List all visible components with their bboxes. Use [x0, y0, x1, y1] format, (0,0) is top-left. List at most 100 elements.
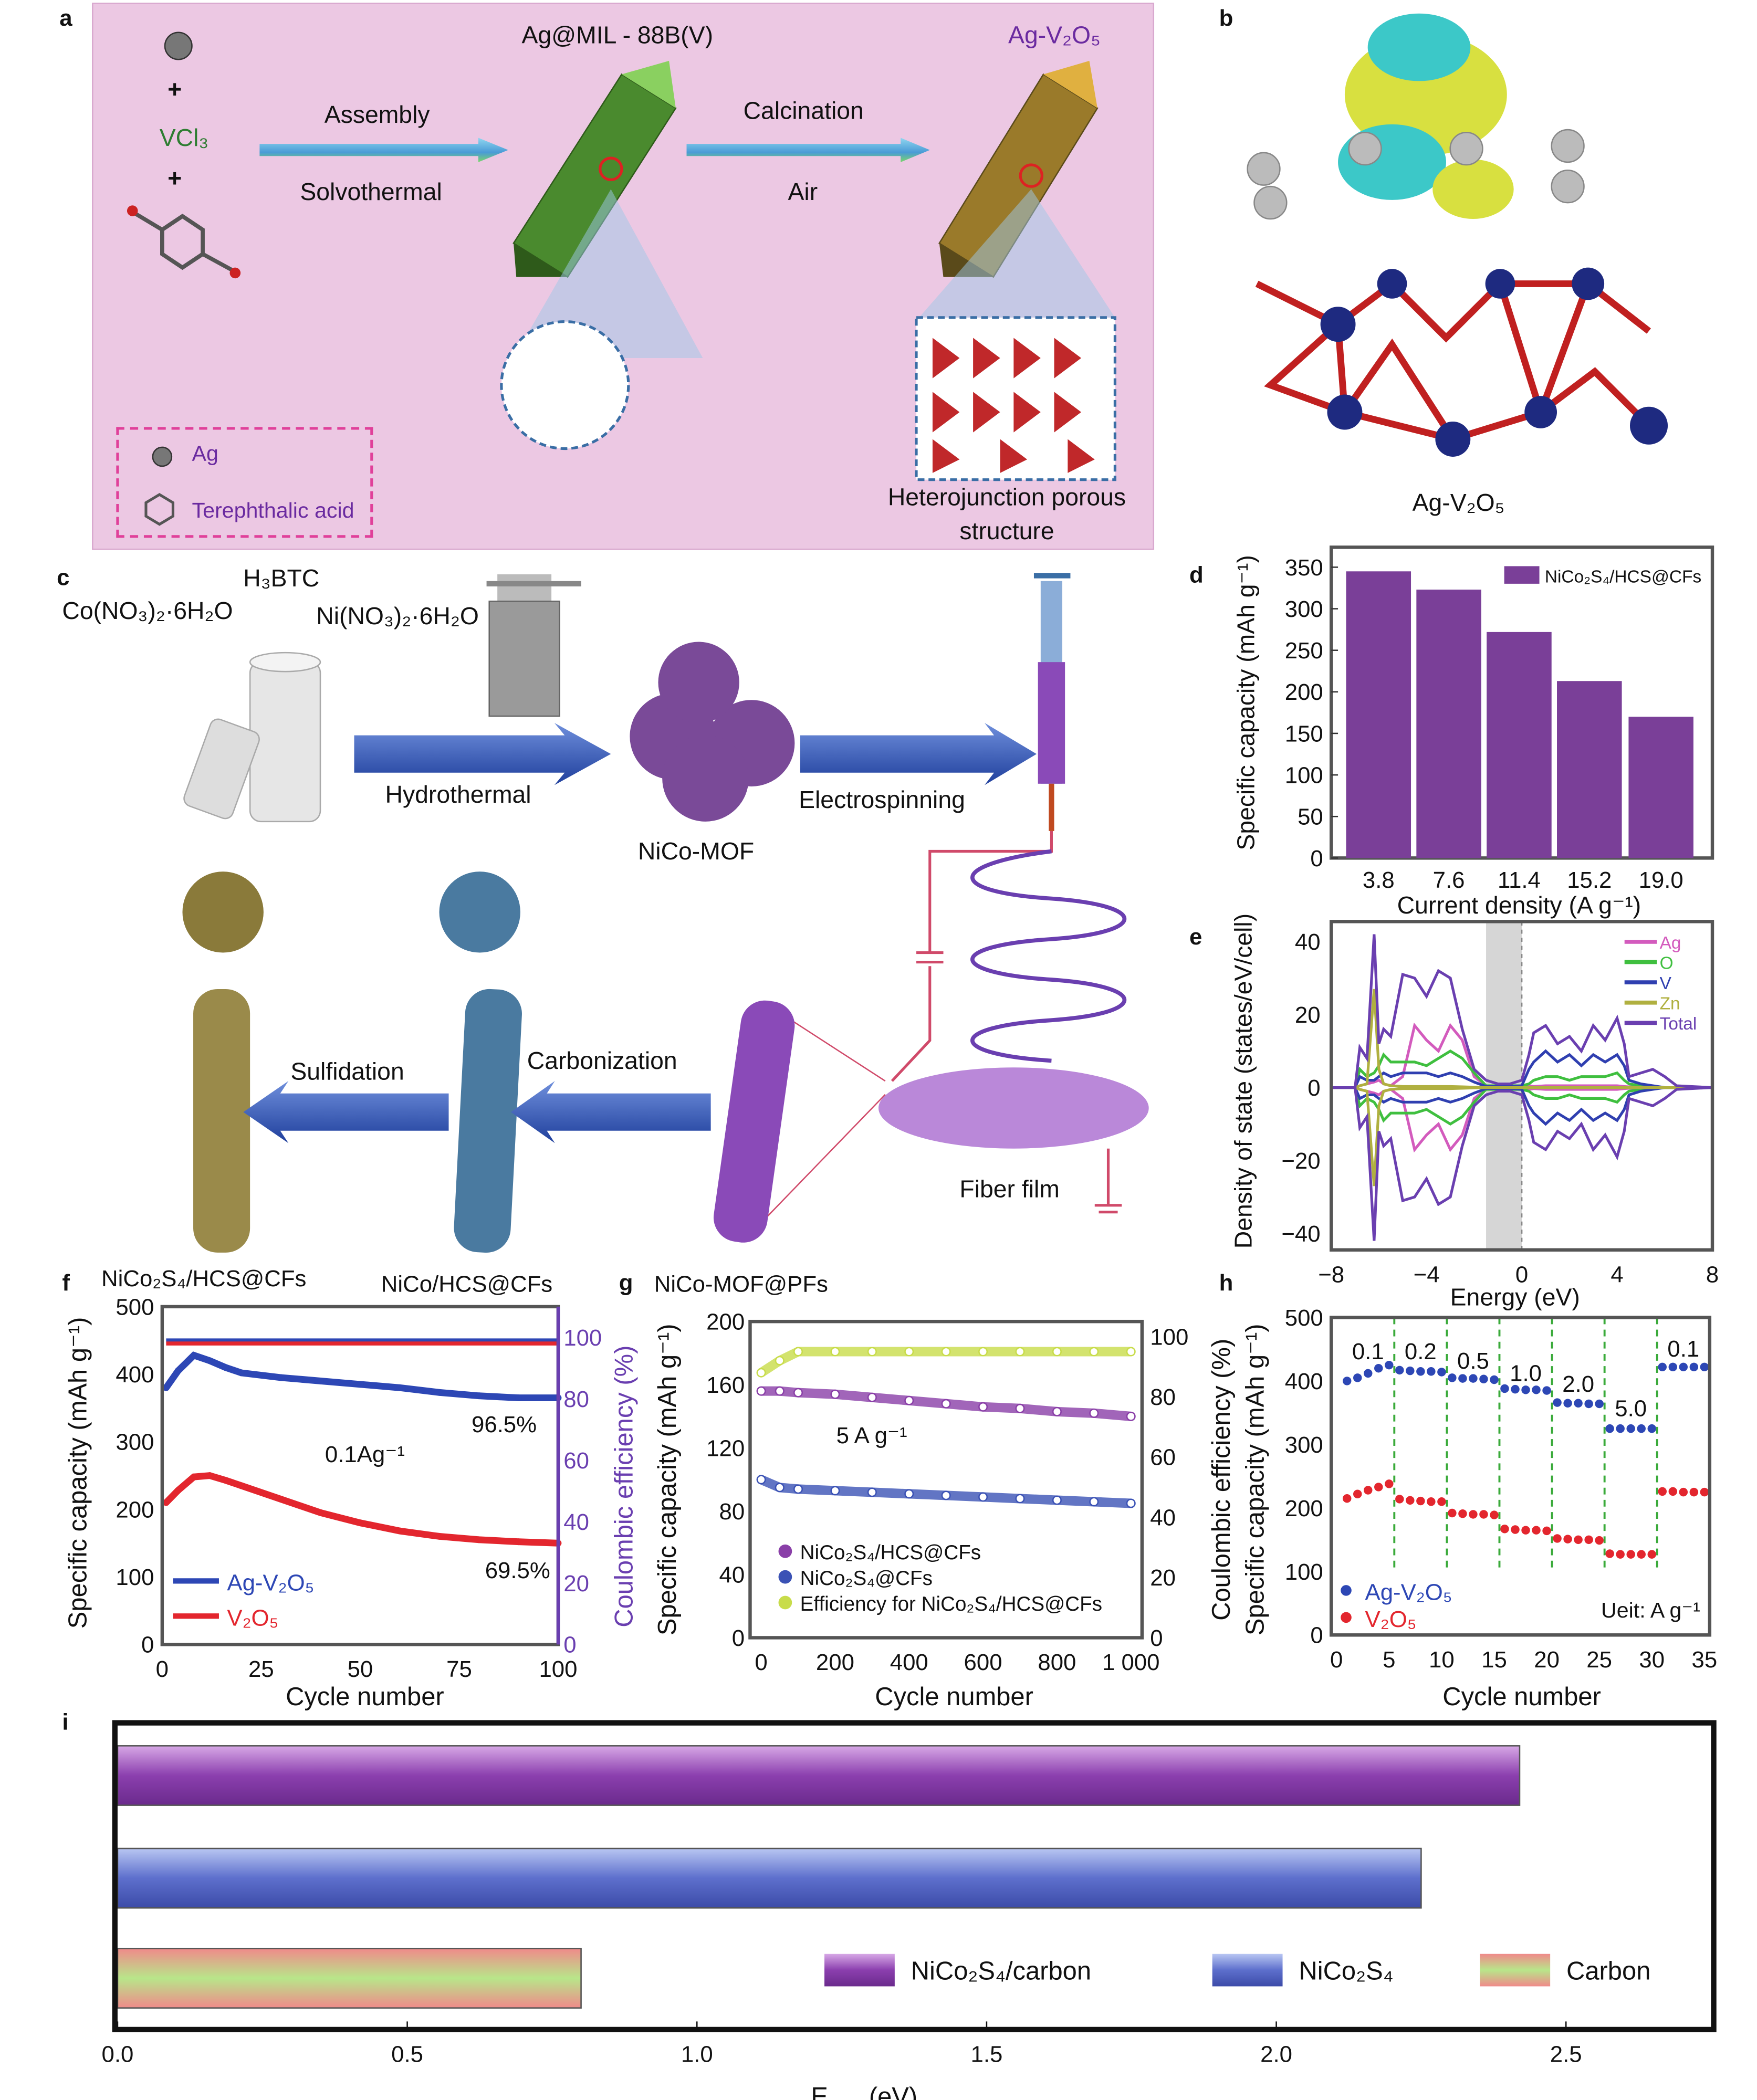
chart-f-xtick: 75: [446, 1656, 472, 1682]
chart-h-point: [1500, 1525, 1509, 1534]
chart-h-ytick: 500: [1285, 1305, 1323, 1331]
chart-h-point: [1342, 1494, 1352, 1503]
chart-e-legend-label: Ag: [1660, 933, 1681, 953]
chart-h-legend-label: V₂O₅: [1365, 1606, 1417, 1632]
chart-h-point: [1342, 1377, 1352, 1385]
legend-ag-icon: [152, 446, 173, 467]
mof-fiber-icon: [713, 1000, 795, 1243]
heterojunction-caption: Heterojunction porous structure: [887, 484, 1126, 545]
chart-h-point: [1595, 1399, 1604, 1409]
chart-h-point: [1605, 1424, 1614, 1433]
chart-e-ytick: −20: [1281, 1148, 1320, 1174]
chart-g-point: [775, 1386, 785, 1396]
chart-h-point: [1374, 1363, 1383, 1373]
chart-h-point: [1542, 1386, 1551, 1395]
panel-label-a: a: [59, 5, 72, 32]
chart-h-point: [1647, 1424, 1656, 1433]
chart-h-unit-label: Ueit: A g⁻¹: [1601, 1598, 1700, 1622]
terephthalic-molecule-icon: [127, 205, 241, 279]
chart-g-point: [830, 1347, 840, 1357]
chart-g-xtick: 0: [755, 1650, 767, 1675]
chart-h-point: [1364, 1369, 1373, 1378]
chart-i-xlabel: EOH− (eV): [811, 2083, 917, 2100]
chart-d-ytick: 250: [1285, 638, 1323, 664]
chart-h-point: [1448, 1373, 1457, 1382]
chart-i-xtick: 2.5: [1550, 2042, 1582, 2067]
chart-h-point: [1511, 1525, 1520, 1534]
chart-g-legend-marker: [778, 1595, 792, 1610]
chart-e-ytick: 20: [1295, 1002, 1321, 1028]
chart-f-capacity-point: [190, 1352, 197, 1359]
chart-i-legend-label: NiCo₂S₄: [1299, 1957, 1393, 1986]
chart-h-point: [1689, 1487, 1699, 1497]
chart-h-point: [1563, 1535, 1572, 1544]
calcination-label: Calcination: [743, 97, 864, 124]
chart-f-xtick: 100: [539, 1656, 577, 1682]
chart-h-xtick: 35: [1692, 1647, 1718, 1673]
chart-g-ytick-right: 60: [1150, 1445, 1176, 1471]
chart-h-xtick: 15: [1481, 1647, 1507, 1673]
chart-h-point: [1584, 1399, 1593, 1409]
chart-g-legend-marker: [778, 1544, 792, 1558]
chart-e-ytick: 40: [1295, 929, 1321, 955]
panel-label-d: d: [1189, 562, 1204, 588]
chart-f-ylabel-right: Coulombic efficiency (%): [610, 1346, 639, 1628]
chart-f-xtick: 0: [156, 1656, 169, 1682]
chart-f-capacity-line: [163, 1472, 559, 1547]
chart-g-ytick-right: 40: [1150, 1505, 1176, 1530]
chart-h-point: [1532, 1385, 1541, 1394]
chart-i-xtick: 1.0: [681, 2042, 713, 2067]
chart-h-point: [1427, 1497, 1436, 1506]
chart-g-point: [904, 1395, 914, 1405]
chart-g-point: [830, 1389, 840, 1399]
chart-d-bar: [1416, 590, 1481, 858]
air-label: Air: [788, 178, 818, 206]
chart-g-point: [978, 1492, 988, 1502]
chart-f-capacity-point: [222, 1364, 229, 1371]
chart-h-point: [1626, 1424, 1635, 1433]
chart-h-rate-label: 1.0: [1510, 1360, 1542, 1386]
chart-g-point: [978, 1402, 988, 1412]
chart-h-ytick: 200: [1285, 1496, 1323, 1521]
chart-g-xtick: 600: [964, 1650, 1002, 1675]
chart-h-rate-label: 0.1: [1352, 1339, 1384, 1364]
chart-i-legend-label: Carbon: [1566, 1957, 1650, 1986]
chart-h-ytick: 300: [1285, 1432, 1323, 1458]
chart-h-point: [1616, 1424, 1625, 1433]
chart-f-annotation-left: NiCo₂S₄/HCS@CFs: [101, 1266, 306, 1292]
chart-d-xlabel: Current density (A g⁻¹): [1397, 891, 1641, 919]
chart-g-point: [941, 1490, 951, 1500]
chart-f-xtick: 50: [348, 1656, 373, 1682]
chart-h-point: [1553, 1534, 1562, 1543]
chart-e-legend-label: O: [1660, 953, 1674, 973]
chart-f-capacity-point: [515, 1538, 522, 1546]
panel-label-c: c: [57, 564, 70, 591]
legend-ligand-icon: [144, 493, 175, 526]
chart-f-ytick-right: 100: [563, 1325, 602, 1351]
chart-d-ytick: 350: [1285, 555, 1323, 581]
chart-h-point: [1679, 1362, 1688, 1372]
chart-i-legend-swatch: [1480, 1954, 1551, 1987]
chart-h-rate-label: 0.2: [1405, 1339, 1437, 1364]
chart-h-point: [1458, 1374, 1467, 1383]
chart-e-xlabel: Energy (eV): [1450, 1283, 1580, 1310]
solvothermal-label: Solvothermal: [300, 178, 442, 206]
chart-f-capacity-point: [436, 1389, 443, 1396]
chart-g-point: [1126, 1347, 1136, 1357]
chart-g-ytick: 80: [719, 1499, 745, 1525]
chart-g-point: [1089, 1408, 1099, 1418]
chart-h-rate-label: 0.5: [1457, 1348, 1489, 1374]
chart-f-capacity-point: [317, 1377, 324, 1384]
chart-g-point: [793, 1484, 803, 1494]
carbon-fiber-icon: [454, 989, 522, 1253]
chart-e-line-total: [1331, 934, 1713, 1089]
chart-h-point: [1448, 1508, 1457, 1518]
chart-h-point: [1416, 1496, 1425, 1506]
chart-f-retention-ag: 96.5%: [472, 1412, 537, 1437]
nico-mof-label: NiCo-MOF: [637, 837, 755, 865]
chart-f-retention-v: 69.5%: [485, 1558, 550, 1583]
chart-h-point: [1385, 1360, 1394, 1370]
chart-h-point: [1700, 1362, 1709, 1372]
chart-f-capacity-point: [206, 1472, 213, 1479]
chart-f-ytick-right: 0: [563, 1632, 576, 1658]
